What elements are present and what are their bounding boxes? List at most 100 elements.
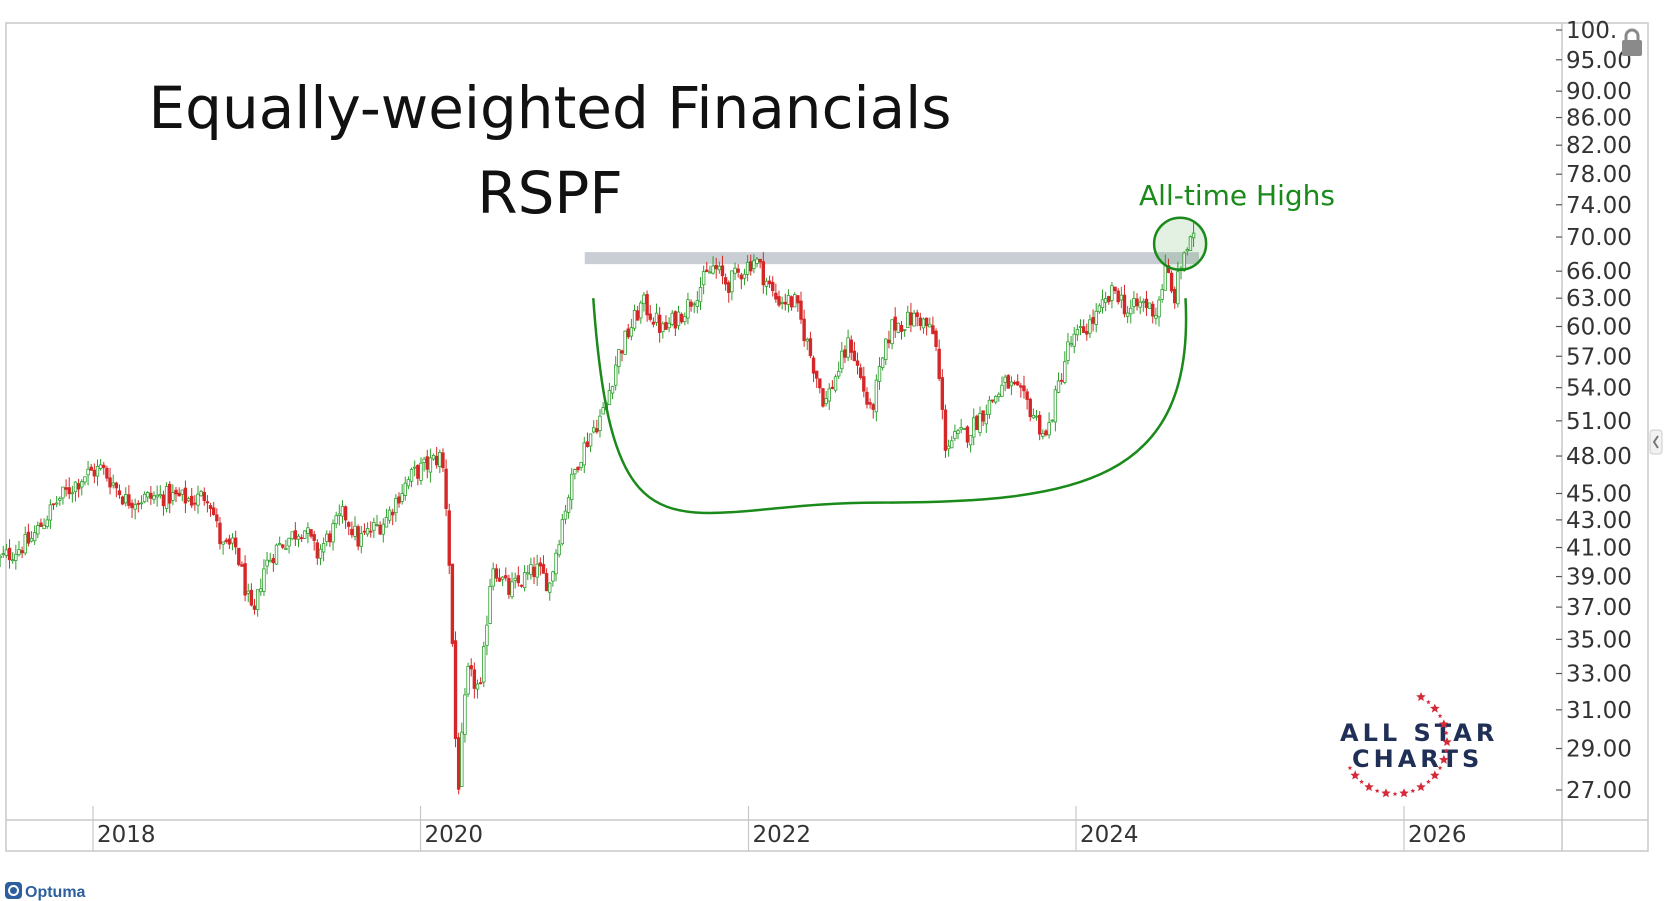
candle [990,399,995,404]
candle [928,317,932,328]
candle [262,559,266,596]
candle [670,310,674,327]
candle [127,485,131,509]
candle [934,328,938,352]
candle [419,457,423,485]
candle [745,254,750,282]
candle [221,541,225,555]
candle [347,521,351,536]
candle [472,662,477,699]
y-tick-label: 100. [1566,18,1617,44]
candle [328,530,332,547]
candle [654,303,659,326]
candle [1094,303,1098,333]
candle [372,517,376,539]
candle [243,555,247,602]
candle [246,583,250,603]
candle [698,277,703,311]
candle [296,533,301,548]
candle [1185,247,1189,256]
candle [378,521,382,536]
candle [215,508,219,528]
candle [752,254,756,274]
candle [1110,281,1114,309]
lock-icon[interactable] [1622,28,1642,56]
candle [114,481,119,498]
candle [915,309,919,327]
logo-star [1437,713,1443,718]
candle [642,291,646,312]
candle [840,341,844,374]
candle [824,391,828,407]
candle [786,289,791,313]
x-tick-label: 2018 [97,822,156,848]
candle [237,547,241,567]
candle [277,536,282,546]
candle [1063,351,1067,385]
y-tick-label: 39.00 [1566,565,1632,591]
candle [146,491,150,503]
candle [906,305,910,329]
candle [183,480,188,514]
candle [708,265,712,274]
candle [1097,303,1102,314]
candle [196,485,200,514]
candle [17,540,21,557]
y-tick-label: 90.00 [1566,79,1632,105]
candle [814,370,819,388]
candle [387,506,392,524]
scroll-left-icon[interactable] [1649,429,1663,455]
candle [80,479,84,496]
x-tick-label: 2022 [753,822,812,848]
candle [211,501,216,516]
candle [202,487,206,506]
optuma-label: Optuma [25,884,86,901]
candle [139,495,144,510]
logo-star [1439,754,1449,764]
candle [1103,291,1108,312]
candle [136,500,141,513]
candle [397,492,401,508]
candle [767,275,772,289]
candle [601,402,605,415]
candle [504,567,508,582]
candle [793,292,797,308]
candle [796,295,800,312]
candle [1003,374,1007,392]
candle [962,428,967,430]
candle [193,495,197,511]
candle [1022,375,1026,399]
candle [42,518,46,530]
candle [450,563,455,647]
candle [705,261,709,273]
candle [460,722,464,787]
candle [827,383,831,411]
y-tick-label: 86.00 [1566,106,1632,132]
candle [1147,302,1152,309]
optuma-footer: Optuma [5,882,86,901]
candle [1135,293,1139,311]
candle [874,374,879,422]
candle [1050,419,1054,423]
candle [563,504,568,525]
logo-star [1443,748,1449,754]
annotations-layer [592,216,1208,515]
y-tick-label: 51.00 [1566,409,1632,435]
candle [1132,291,1136,314]
candle [576,466,580,473]
candle [899,320,904,340]
candle [893,307,897,338]
candle [862,366,866,398]
candle [623,330,627,355]
candle [811,355,816,383]
candle [1107,295,1111,305]
candle [4,543,9,558]
candle [265,551,269,575]
candle [629,318,634,341]
candle [950,436,954,449]
candle [984,404,988,433]
candle [1031,408,1036,419]
candle [70,485,75,503]
candle [880,356,885,371]
